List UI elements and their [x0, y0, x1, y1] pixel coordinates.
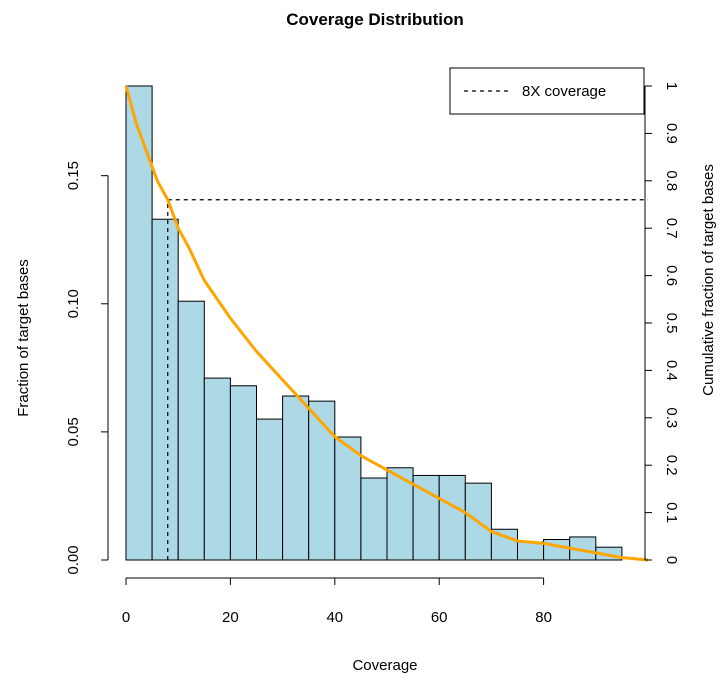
x-tick-label-1: 20 — [222, 609, 239, 626]
y-tick-label-0: 0.00 — [65, 545, 82, 574]
y2-tick-label-6: 0.6 — [663, 265, 680, 286]
x-tick-label-0: 0 — [122, 609, 130, 626]
cumulative-curve — [124, 85, 649, 562]
histogram-bar-6 — [282, 395, 310, 561]
threshold-lines — [167, 199, 648, 560]
y-tick-label-1: 0.05 — [65, 417, 82, 446]
histogram-bar-16 — [543, 539, 571, 561]
legend-label-0: 8X coverage — [522, 83, 606, 100]
y2-tick-label-3: 0.3 — [663, 407, 680, 428]
histogram-bar-15 — [517, 541, 545, 561]
y2-tick-label-5: 0.5 — [663, 313, 680, 334]
histogram-bar-4 — [229, 385, 257, 561]
histogram-bar-7 — [308, 400, 336, 561]
histogram-bar-8 — [334, 436, 362, 561]
y2-tick-label-8: 0.8 — [663, 170, 680, 191]
y-tick-label-3: 0.15 — [65, 161, 82, 190]
histogram-bar-11 — [412, 474, 440, 561]
x-tick-label-3: 60 — [431, 609, 448, 626]
histogram-bar-9 — [360, 477, 388, 561]
y2-tick-label-9: 0.9 — [663, 123, 680, 144]
y2-axis-title: Cumulative fraction of target bases — [700, 164, 717, 396]
y-axis-title: Fraction of target bases — [15, 259, 32, 417]
histogram-bar-0 — [125, 85, 153, 561]
x-tick-label-2: 40 — [326, 609, 343, 626]
y2-tick-label-2: 0.2 — [663, 455, 680, 476]
y2-tick-label-0: 0 — [663, 556, 680, 564]
y2-tick-label-10: 1 — [663, 82, 680, 90]
cumulative-line — [124, 85, 649, 562]
histogram-bars — [125, 85, 623, 561]
histogram-bar-1 — [151, 218, 179, 561]
chart-title: Coverage Distribution — [286, 10, 464, 29]
y2-tick-label-1: 0.1 — [663, 502, 680, 523]
histogram-bar-2 — [177, 300, 205, 561]
chart-legend: 8X coverage — [449, 67, 645, 115]
x-axis-title: Coverage — [352, 657, 417, 674]
histogram-bar-12 — [438, 474, 466, 561]
histogram-bar-5 — [256, 418, 284, 561]
y-tick-label-2: 0.10 — [65, 289, 82, 318]
x-tick-label-4: 80 — [535, 609, 552, 626]
chart-axes: 0 20 40 60 80 0.00 0.05 0.10 0.15 0 0.1 0.2 0.3 0.4 0.… — [65, 82, 680, 626]
y2-tick-label-4: 0.4 — [663, 360, 680, 381]
y2-tick-label-7: 0.7 — [663, 218, 680, 239]
histogram-bar-3 — [203, 377, 231, 561]
